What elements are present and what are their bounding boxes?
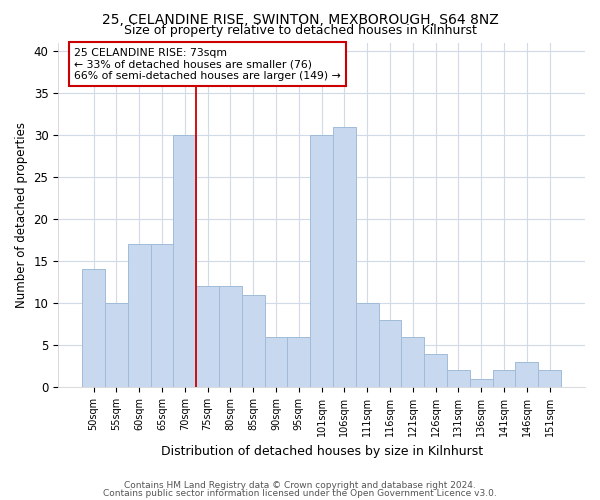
- Bar: [379, 320, 401, 387]
- Text: 25 CELANDINE RISE: 73sqm
← 33% of detached houses are smaller (76)
66% of semi-d: 25 CELANDINE RISE: 73sqm ← 33% of detach…: [74, 48, 341, 81]
- Bar: [105, 303, 128, 387]
- Bar: [515, 362, 538, 387]
- Bar: [265, 337, 287, 387]
- Bar: [151, 244, 173, 387]
- Bar: [82, 270, 105, 387]
- Bar: [424, 354, 447, 387]
- Bar: [287, 337, 310, 387]
- Bar: [173, 135, 196, 387]
- Text: Contains HM Land Registry data © Crown copyright and database right 2024.: Contains HM Land Registry data © Crown c…: [124, 481, 476, 490]
- Text: Size of property relative to detached houses in Kilnhurst: Size of property relative to detached ho…: [124, 24, 476, 37]
- Bar: [310, 135, 333, 387]
- Bar: [447, 370, 470, 387]
- Bar: [401, 337, 424, 387]
- Bar: [470, 379, 493, 387]
- Bar: [242, 294, 265, 387]
- Bar: [128, 244, 151, 387]
- X-axis label: Distribution of detached houses by size in Kilnhurst: Distribution of detached houses by size …: [161, 444, 482, 458]
- Bar: [493, 370, 515, 387]
- Bar: [196, 286, 219, 387]
- Text: Contains public sector information licensed under the Open Government Licence v3: Contains public sector information licen…: [103, 488, 497, 498]
- Y-axis label: Number of detached properties: Number of detached properties: [15, 122, 28, 308]
- Bar: [356, 303, 379, 387]
- Text: 25, CELANDINE RISE, SWINTON, MEXBOROUGH, S64 8NZ: 25, CELANDINE RISE, SWINTON, MEXBOROUGH,…: [101, 12, 499, 26]
- Bar: [538, 370, 561, 387]
- Bar: [333, 126, 356, 387]
- Bar: [219, 286, 242, 387]
